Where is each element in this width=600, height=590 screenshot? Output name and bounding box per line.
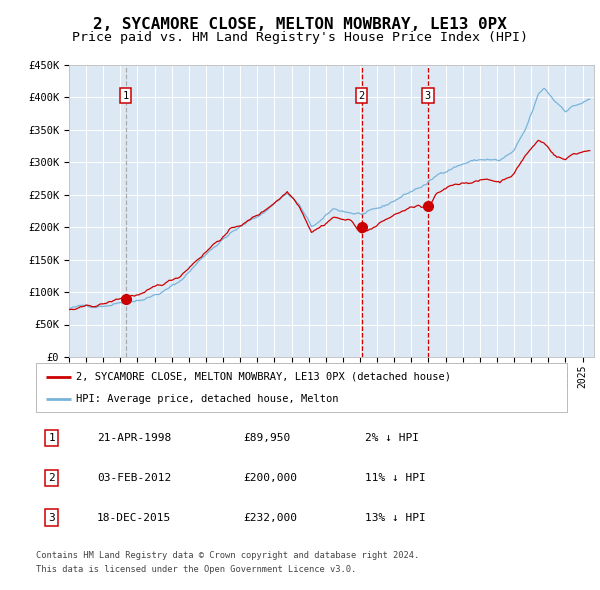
Text: 2, SYCAMORE CLOSE, MELTON MOWBRAY, LE13 0PX (detached house): 2, SYCAMORE CLOSE, MELTON MOWBRAY, LE13 …: [76, 372, 451, 382]
Text: 3: 3: [49, 513, 55, 523]
Text: 2: 2: [358, 91, 365, 100]
Text: HPI: Average price, detached house, Melton: HPI: Average price, detached house, Melt…: [76, 394, 338, 404]
Text: £89,950: £89,950: [243, 433, 290, 443]
Text: 1: 1: [49, 433, 55, 443]
Text: £232,000: £232,000: [243, 513, 297, 523]
Text: This data is licensed under the Open Government Licence v3.0.: This data is licensed under the Open Gov…: [36, 565, 356, 574]
Text: 2% ↓ HPI: 2% ↓ HPI: [365, 433, 419, 443]
Text: Price paid vs. HM Land Registry's House Price Index (HPI): Price paid vs. HM Land Registry's House …: [72, 31, 528, 44]
Text: 18-DEC-2015: 18-DEC-2015: [97, 513, 172, 523]
Text: 03-FEB-2012: 03-FEB-2012: [97, 473, 172, 483]
Text: 11% ↓ HPI: 11% ↓ HPI: [365, 473, 426, 483]
Text: 1: 1: [122, 91, 128, 100]
Text: 3: 3: [425, 91, 431, 100]
Text: 21-APR-1998: 21-APR-1998: [97, 433, 172, 443]
Text: Contains HM Land Registry data © Crown copyright and database right 2024.: Contains HM Land Registry data © Crown c…: [36, 550, 419, 559]
Text: 2, SYCAMORE CLOSE, MELTON MOWBRAY, LE13 0PX: 2, SYCAMORE CLOSE, MELTON MOWBRAY, LE13 …: [93, 17, 507, 32]
Text: £200,000: £200,000: [243, 473, 297, 483]
Text: 13% ↓ HPI: 13% ↓ HPI: [365, 513, 426, 523]
Text: 2: 2: [49, 473, 55, 483]
